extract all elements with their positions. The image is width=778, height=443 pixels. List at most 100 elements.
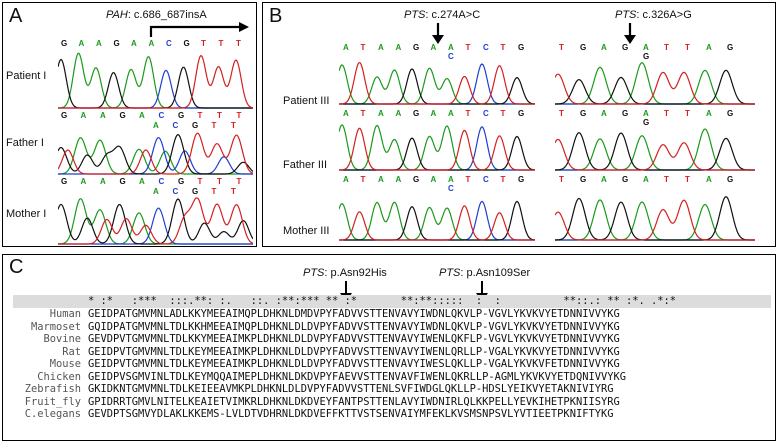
base-call: T xyxy=(465,43,471,52)
base-call: A xyxy=(430,109,437,118)
base-call: C xyxy=(158,111,165,120)
base-call: A xyxy=(378,109,384,118)
chromatogram-patient-iii-left xyxy=(339,62,535,105)
base-call: G xyxy=(119,111,126,120)
alignment-sequence: GQIDPATGMVMNLTDLKKHMEEAIMQPLDHKNLDLDVPYF… xyxy=(88,320,620,333)
alignment-sequence: GKIDKNTGMVMNLTDLKEIEEAVMKPLDHKNLDLDVPYFA… xyxy=(88,383,614,395)
trace-c xyxy=(58,207,253,245)
base-call: T xyxy=(236,177,242,186)
base-call: A xyxy=(601,109,607,118)
base-call: T xyxy=(360,175,366,184)
base-call: G xyxy=(622,175,629,184)
panel-a-title: PAH: c.686_687insA xyxy=(106,9,207,21)
base-call: T xyxy=(664,43,669,52)
chromatogram-mother-iii-left xyxy=(339,200,535,241)
base-call: A xyxy=(378,43,384,52)
species-label: Bovine xyxy=(43,333,81,345)
base-call: A xyxy=(643,175,649,184)
base-call: G xyxy=(113,39,120,48)
trace-g xyxy=(58,133,253,175)
alignment-sequence: GEIDPVSGMVINLTDLKEYMQQAIMEPLDHKNLDKDVPYF… xyxy=(88,370,626,383)
base-call: G xyxy=(727,43,734,52)
base-call: G xyxy=(178,177,185,186)
alt-base-call: G xyxy=(643,52,650,61)
trace-t xyxy=(339,205,535,241)
panel-c-arrow2-gene: PTS xyxy=(439,267,461,279)
trace-g xyxy=(555,132,755,171)
base-call: A xyxy=(343,175,349,184)
panel-c-arrow2-variant: : p.Asn109Ser xyxy=(460,267,531,279)
trace-t xyxy=(339,127,535,171)
chromatogram-patient-i xyxy=(58,52,253,109)
base-call: G xyxy=(580,43,587,52)
base-call: T xyxy=(236,111,242,120)
base-call: G xyxy=(518,175,525,184)
base-call: T xyxy=(360,109,366,118)
base-call: A xyxy=(148,39,155,48)
panel-a-letter: A xyxy=(9,5,23,27)
base-call: G xyxy=(413,175,420,184)
trace-t xyxy=(555,199,755,241)
base-call: A xyxy=(448,175,454,184)
down-arrow-right xyxy=(624,23,636,44)
base-call: G xyxy=(518,43,525,52)
base-call: G xyxy=(61,177,68,186)
panel-a-variant: : c.686_687insA xyxy=(127,9,207,21)
panel-b-right-title: PTS: c.326A>G xyxy=(615,9,692,21)
trace-t xyxy=(58,54,253,109)
trace-t xyxy=(339,62,535,105)
row-label-patient-i: Patient I xyxy=(6,70,47,82)
species-label: Human xyxy=(49,308,81,320)
base-call: A xyxy=(78,39,85,48)
base-call: G xyxy=(518,109,525,118)
alignment-sequence: GPIDRRTGMVLNITELKEAIETVIMKRLDHKNLDKDVEYF… xyxy=(88,395,620,408)
down-arrow-left xyxy=(432,23,444,44)
alt-base-call: C xyxy=(448,52,454,61)
trace-g xyxy=(58,198,253,245)
base-call: T xyxy=(217,177,222,186)
trace-g xyxy=(58,58,253,109)
row-label-mother-iii: Mother III xyxy=(283,225,330,237)
alignment-sequence: GEVDPTSGMVYDLAKLKKEMS-LVLDTVDHRNLDKDVEFF… xyxy=(88,408,614,420)
species-label: Chicken xyxy=(37,370,81,383)
panel-c-arrow1-title: PTS: p.Asn92His xyxy=(303,267,387,279)
species-label: Fruit_fly xyxy=(24,395,81,408)
row-label-mother-i: Mother I xyxy=(6,208,47,220)
base-call: T xyxy=(236,39,241,48)
base-call: G xyxy=(622,43,629,52)
base-call: G xyxy=(178,111,185,120)
row-label-father-i: Father I xyxy=(6,137,44,149)
base-call: C xyxy=(483,175,489,184)
base-call: A xyxy=(643,109,649,118)
base-call: A xyxy=(448,109,454,118)
base-call: T xyxy=(231,121,236,130)
alignment-sequence: GEVDPVTGMVMNLTDLKKYMEEAIMKPLDHKNLDLDVPYF… xyxy=(88,333,620,345)
base-call: A xyxy=(131,39,137,48)
base-call: A xyxy=(139,177,145,186)
base-call: A xyxy=(643,43,649,52)
base-call: G xyxy=(192,121,199,130)
base-call: T xyxy=(685,175,690,184)
trace-t xyxy=(555,71,755,105)
base-call: T xyxy=(201,39,206,48)
base-call: G xyxy=(580,109,587,118)
base-call: T xyxy=(465,175,471,184)
panel-b-left-gene: PTS xyxy=(404,9,426,21)
base-call: A xyxy=(395,43,402,52)
base-call: G xyxy=(61,111,68,120)
chromatogram-patient-iii-right xyxy=(555,62,755,105)
base-call: A xyxy=(100,177,106,186)
chromatogram-mother-i xyxy=(58,197,253,245)
base-call: A xyxy=(343,109,349,118)
panel-b: B PTS: c.274A>C PTS: c.326A>G Patient II… xyxy=(262,2,776,247)
base-call: G xyxy=(727,175,734,184)
base-call: G xyxy=(119,177,126,186)
base-call: A xyxy=(601,43,607,52)
base-call: A xyxy=(153,121,159,130)
base-call: A xyxy=(706,175,712,184)
conservation-line: * :* :*** :::.**: :. ::. :**:*** ** :* *… xyxy=(88,295,677,307)
base-call: T xyxy=(360,43,366,52)
base-call: A xyxy=(395,175,402,184)
base-call: A xyxy=(378,175,384,184)
base-call: A xyxy=(80,111,87,120)
